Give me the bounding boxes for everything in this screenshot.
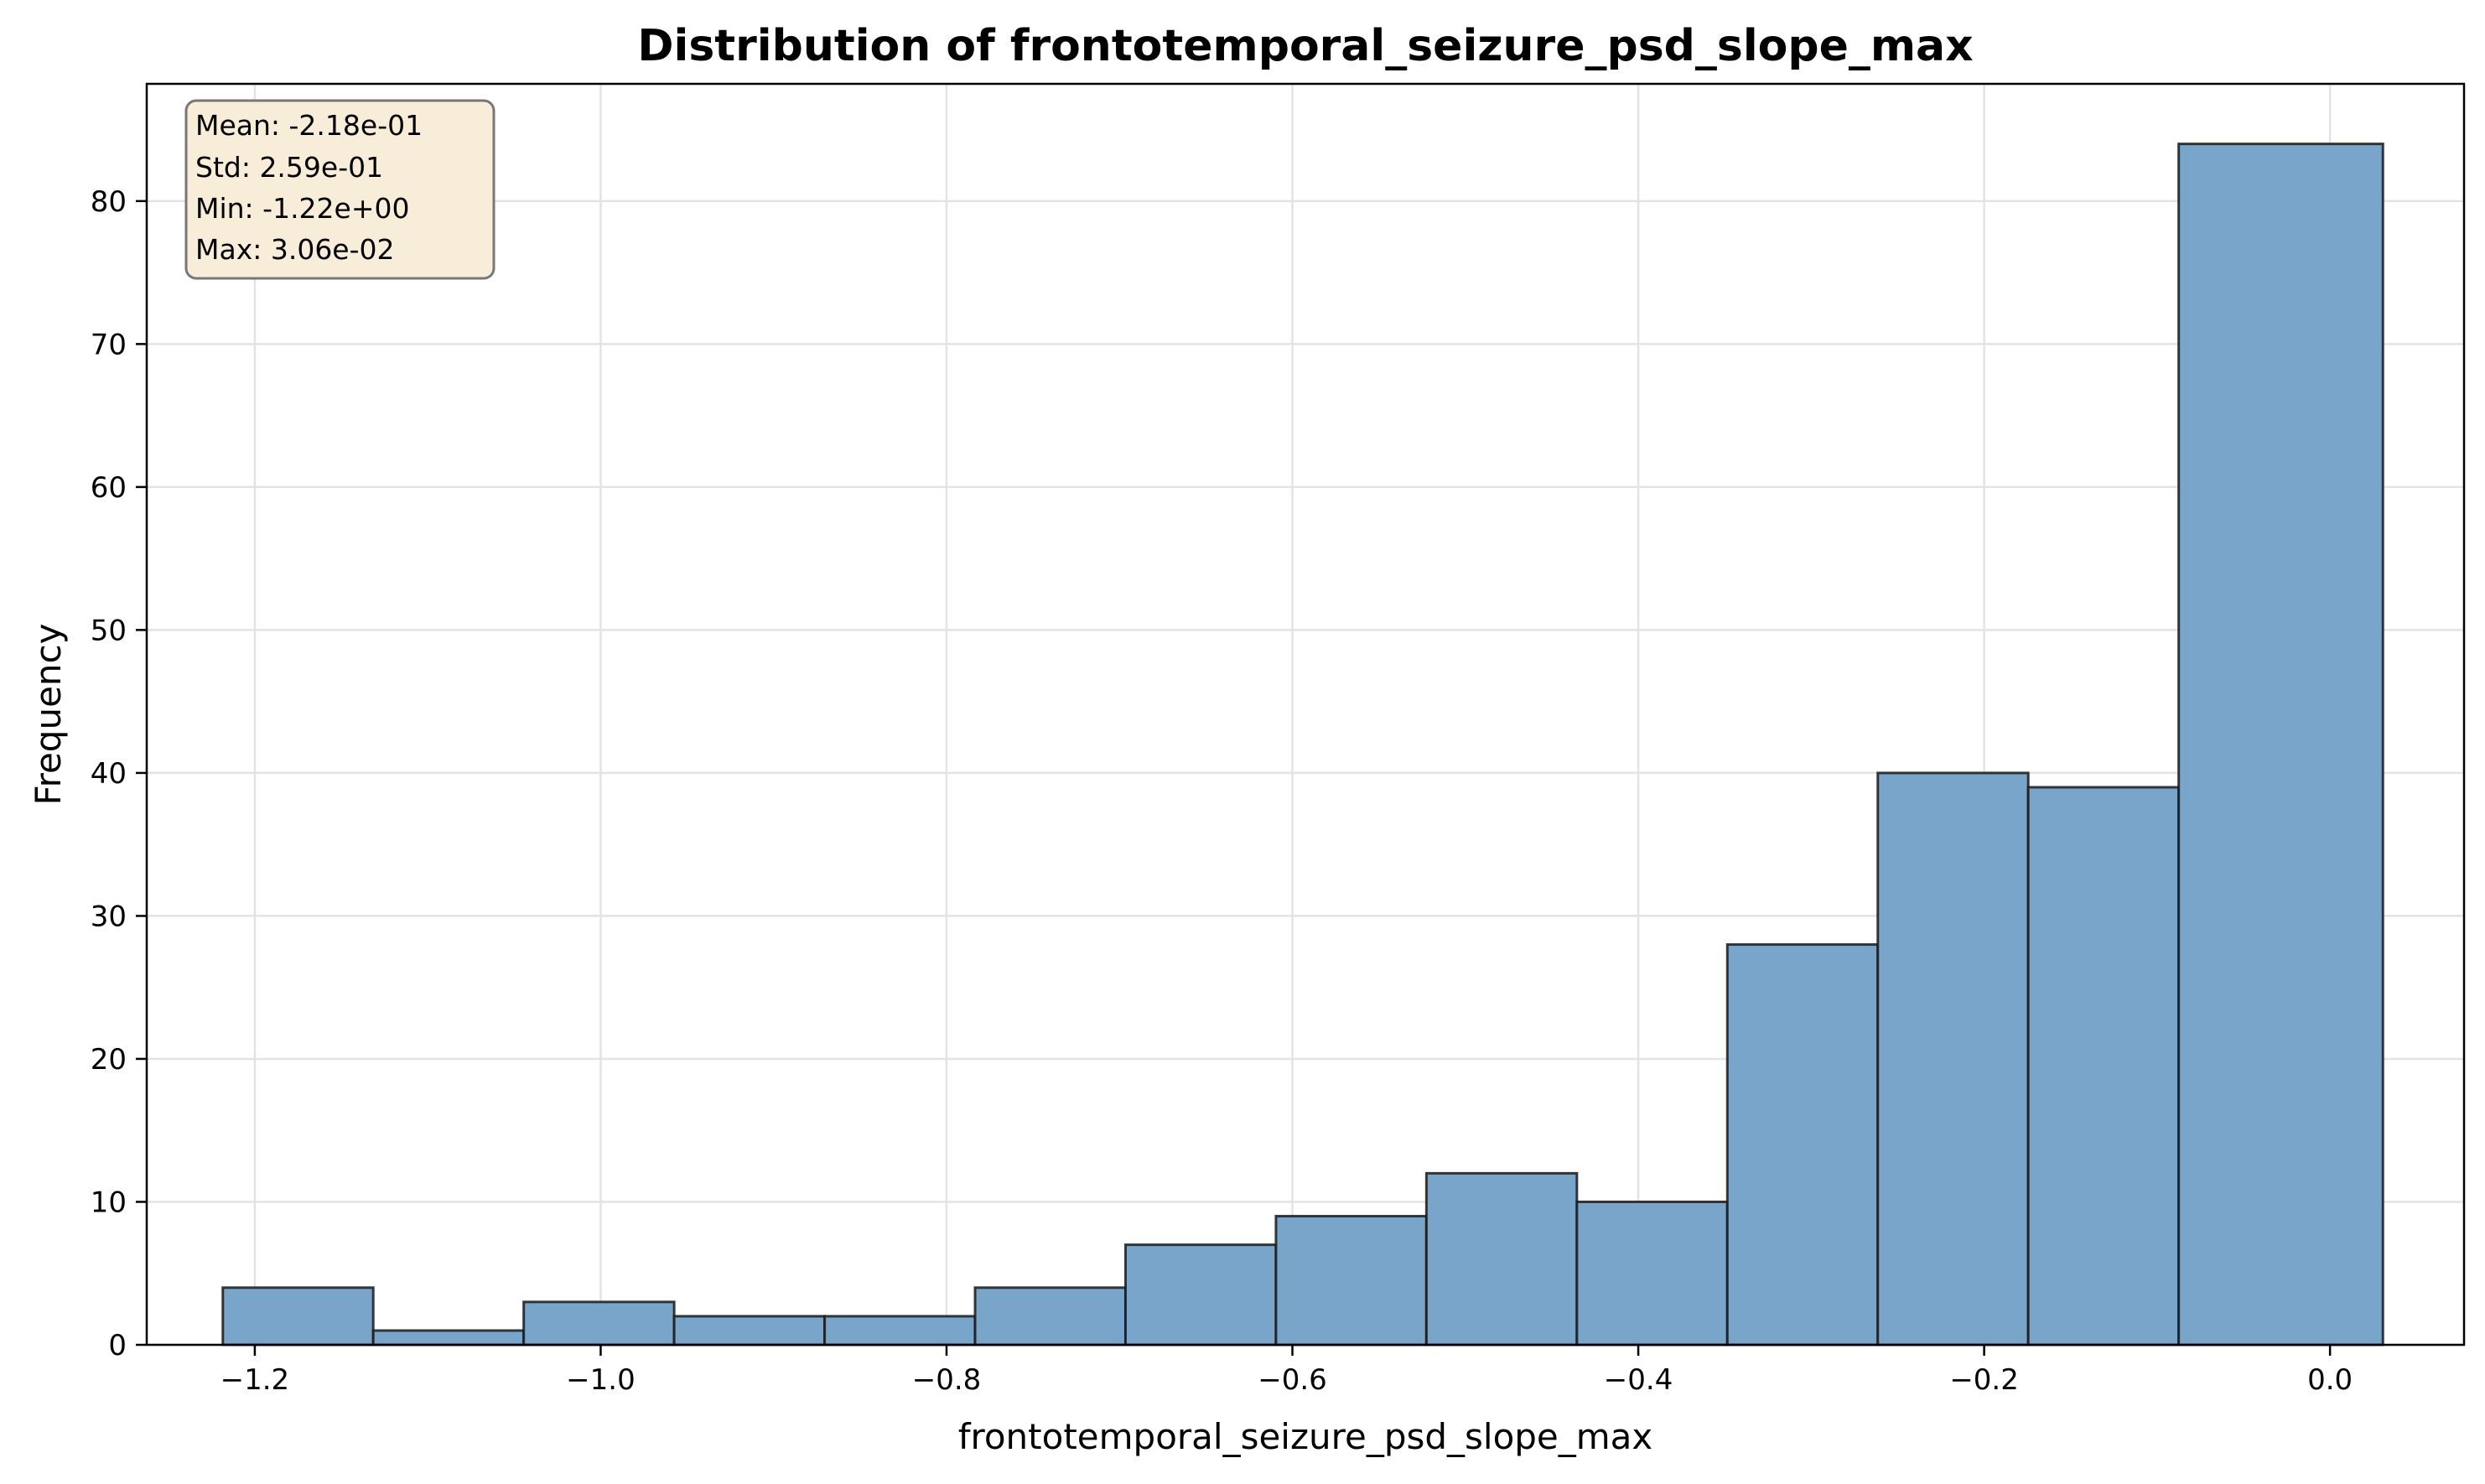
histogram-bar bbox=[1725, 943, 1880, 1346]
histogram-bar bbox=[1424, 1171, 1579, 1346]
stats-min: Min: -1.22e+00 bbox=[195, 192, 410, 225]
histogram-bar bbox=[1575, 1200, 1729, 1346]
y-tick-label: 60 bbox=[91, 471, 127, 505]
x-tick-label: −1.2 bbox=[220, 1363, 290, 1397]
y-tick-label: 30 bbox=[91, 900, 127, 933]
x-tick-label: −0.4 bbox=[1604, 1363, 1673, 1397]
stats-mean: Mean: -2.18e-01 bbox=[195, 109, 423, 142]
plot-area-frame bbox=[145, 82, 2466, 1346]
histogram-bar bbox=[672, 1315, 827, 1346]
stats-std: Std: 2.59e-01 bbox=[195, 151, 383, 184]
x-tick-label: −0.8 bbox=[912, 1363, 982, 1397]
x-tick-label: −0.6 bbox=[1258, 1363, 1327, 1397]
stats-max: Max: 3.06e-02 bbox=[195, 233, 395, 266]
x-axis-label: frontotemporal_seizure_psd_slope_max bbox=[958, 1416, 1653, 1457]
stats-box-background bbox=[184, 99, 495, 280]
y-tick-label: 0 bbox=[108, 1329, 127, 1362]
histogram-bar bbox=[1876, 771, 2030, 1346]
histogram-bar bbox=[973, 1286, 1127, 1346]
histogram-bar bbox=[1123, 1243, 1278, 1346]
y-axis-label: Frequency bbox=[28, 624, 69, 806]
x-tick-label: −1.0 bbox=[566, 1363, 636, 1397]
histogram-bar bbox=[823, 1315, 977, 1346]
stats-box: Mean: -2.18e-01 Std: 2.59e-01 Min: -1.22… bbox=[184, 99, 495, 280]
histogram-bar bbox=[2177, 143, 2384, 1346]
y-tick-label: 10 bbox=[91, 1186, 127, 1219]
y-tick-label: 80 bbox=[91, 185, 127, 219]
y-axis-ticks: 0 10 20 30 40 50 60 70 80 bbox=[91, 185, 147, 1362]
chart-title: Distribution of frontotemporal_seizure_p… bbox=[637, 21, 1973, 71]
x-axis-ticks: −1.2 −1.0 −0.8 −0.6 −0.4 −0.2 0.0 bbox=[220, 1345, 2353, 1397]
histogram-bar bbox=[221, 1286, 375, 1346]
y-tick-label: 40 bbox=[91, 757, 127, 791]
histogram-bars bbox=[221, 143, 2384, 1346]
y-tick-label: 20 bbox=[91, 1043, 127, 1077]
histogram-bar bbox=[371, 1329, 526, 1346]
x-tick-label: 0.0 bbox=[2307, 1363, 2353, 1397]
histogram-bar bbox=[522, 1300, 676, 1346]
histogram-bar bbox=[1274, 1215, 1428, 1346]
histogram-bar bbox=[2026, 786, 2181, 1346]
y-tick-label: 70 bbox=[91, 328, 127, 361]
x-tick-label: −0.2 bbox=[1949, 1363, 2019, 1397]
y-tick-label: 50 bbox=[91, 614, 127, 647]
